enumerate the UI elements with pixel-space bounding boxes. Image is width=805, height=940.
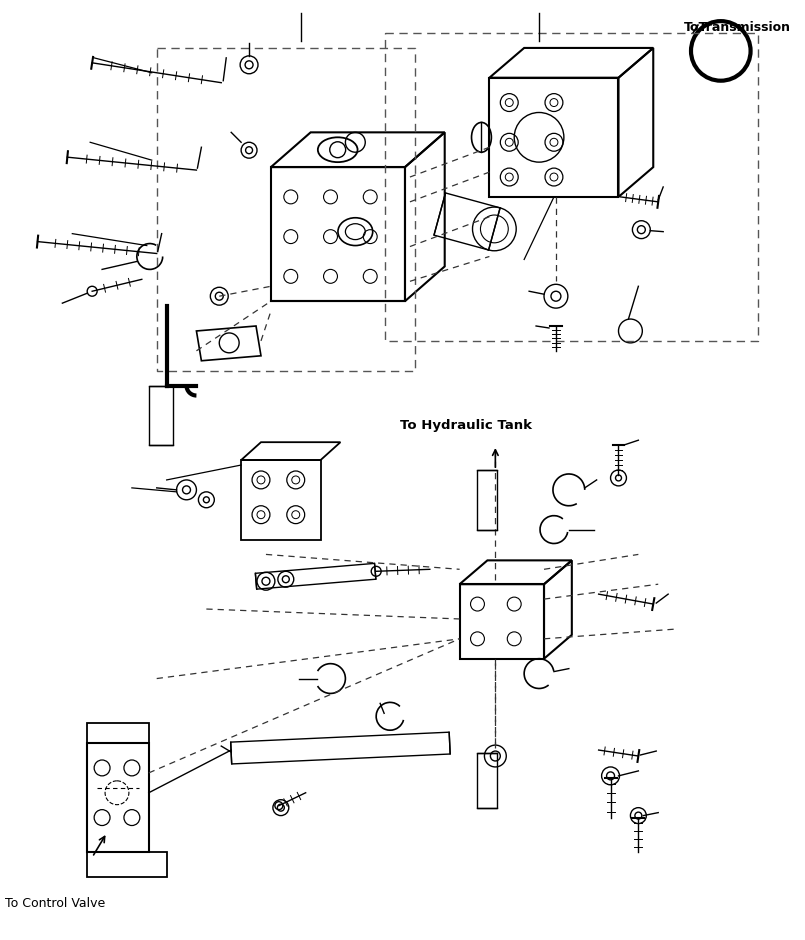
Text: To Control Valve: To Control Valve [5, 897, 105, 910]
Text: ToTransmission: ToTransmission [684, 21, 791, 34]
Text: To Hydraulic Tank: To Hydraulic Tank [400, 419, 532, 432]
